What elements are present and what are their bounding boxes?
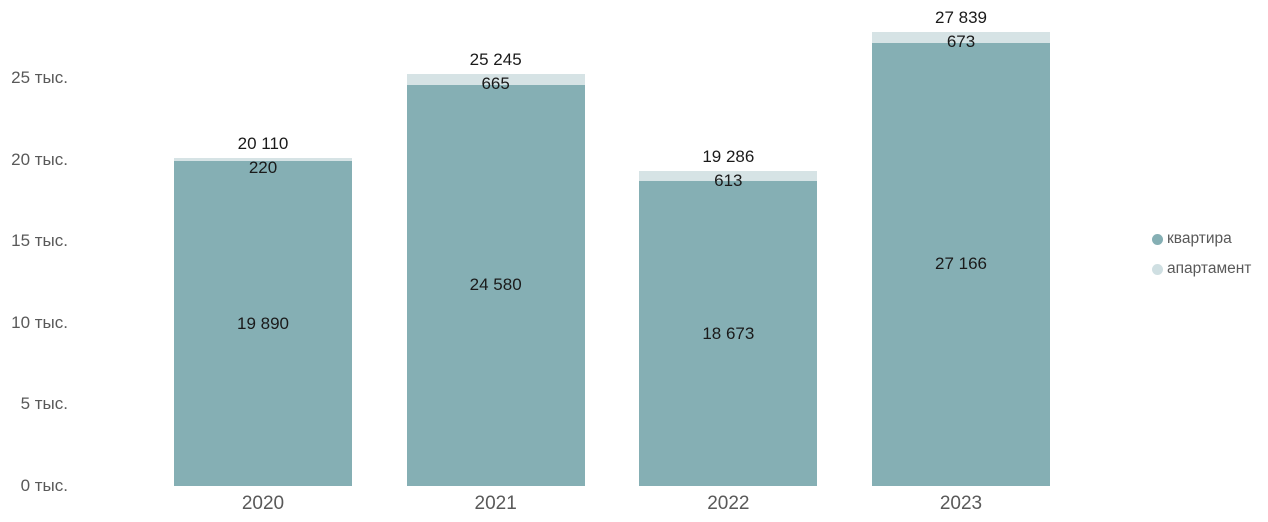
legend-label: квартира <box>1167 230 1232 247</box>
y-tick-label: 0 тыс. <box>20 476 68 495</box>
y-tick-label: 25 тыс. <box>11 68 68 87</box>
apartament-label-2023: 673 <box>946 31 976 51</box>
bar-2020-segment-apartament <box>174 157 352 162</box>
x-tick-label-2020: 2020 <box>241 493 285 514</box>
bar-2020-segment-kvartira <box>174 161 352 486</box>
kvartira-label-2020: 19 890 <box>237 313 289 333</box>
kvartira-label-2023: 27 166 <box>935 254 987 274</box>
legend-item-apartament: апартамент <box>1152 254 1251 284</box>
legend: квартира апартамент <box>1152 224 1251 284</box>
y-tick-label: 20 тыс. <box>11 149 68 169</box>
bar-2021-segment-apartament <box>406 74 585 85</box>
total-label-2022: 19 286 <box>702 147 755 167</box>
legend-dot-icon <box>1152 233 1163 245</box>
y-tick-label: 15 тыс. <box>11 231 68 251</box>
bar-2023-segment-apartament <box>872 31 1050 43</box>
y-tick-label: 10 тыс. <box>11 312 68 332</box>
bar-2021-segment-kvartira <box>406 84 585 486</box>
kvartira-label-2021: 24 580 <box>469 275 522 295</box>
total-label-2020: 20 110 <box>237 133 289 153</box>
legend-item-kvartira: квартира <box>1152 224 1251 254</box>
bar-2023-segment-kvartira <box>872 42 1050 486</box>
total-label-2023: 27 839 <box>935 7 987 27</box>
legend-dot-icon <box>1152 263 1163 275</box>
x-tick-label-2021: 2021 <box>474 493 517 514</box>
y-tick-label: 5 тыс. <box>20 394 68 414</box>
apartament-label-2021: 665 <box>481 74 510 93</box>
legend-label: апартамент <box>1167 260 1252 277</box>
x-tick-label-2023: 2023 <box>939 493 983 514</box>
kvartira-label-2022: 18 673 <box>702 323 755 343</box>
apartament-label-2020: 220 <box>248 157 278 177</box>
bar-2022-segment-apartament <box>639 171 818 182</box>
apartament-label-2022: 613 <box>714 171 743 191</box>
bar-2022-segment-kvartira <box>639 181 818 486</box>
x-tick-label-2022: 2022 <box>707 493 750 514</box>
total-label-2021: 25 245 <box>469 50 522 69</box>
